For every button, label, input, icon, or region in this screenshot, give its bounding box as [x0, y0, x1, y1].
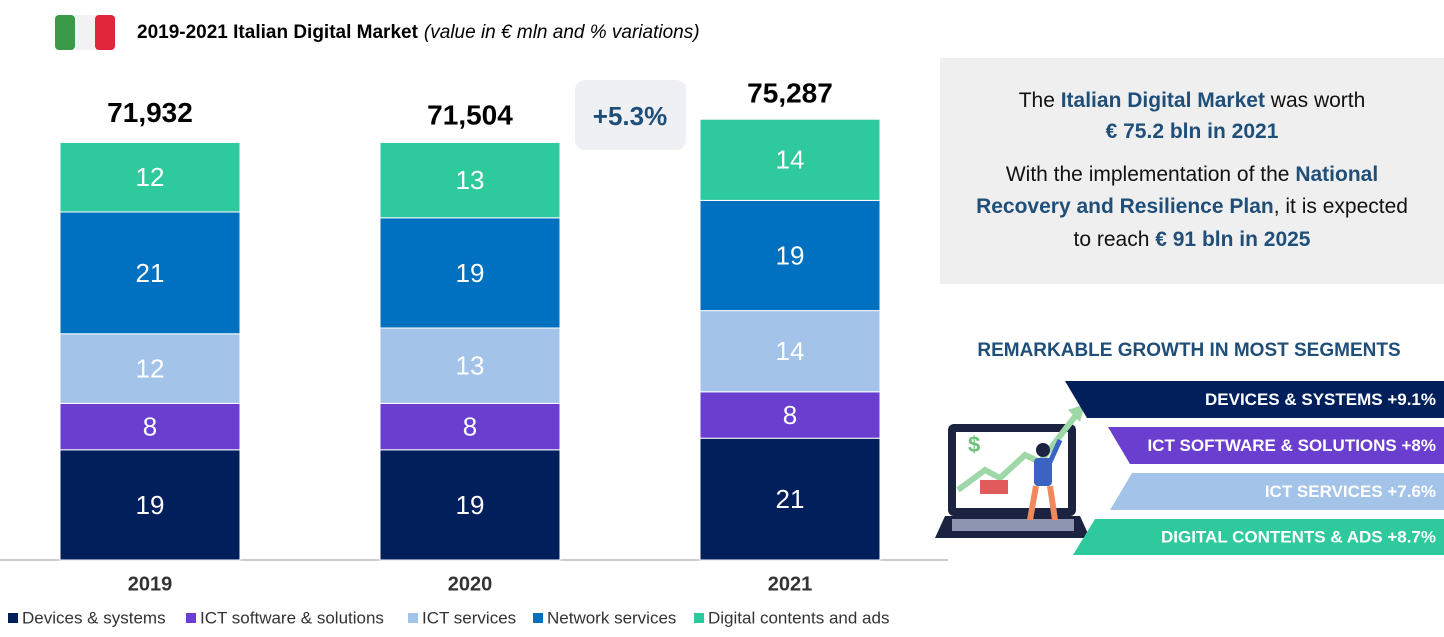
legend-label: Devices & systems — [22, 608, 166, 627]
legend-label: ICT services — [422, 608, 516, 627]
dollar-icon: $ — [968, 432, 980, 457]
panel-line: € 75.2 bln in 2021 — [1106, 120, 1279, 143]
growth-heading: REMARKABLE GROWTH IN MOST SEGMENTS — [977, 340, 1400, 361]
change-label: +5.3% — [593, 101, 667, 131]
segment-label: 19 — [136, 490, 165, 520]
panel-text: to reach — [1074, 228, 1156, 251]
segment-label: 19 — [776, 240, 805, 270]
panel-line: With the implementation of the National — [1006, 163, 1378, 186]
legend-label: ICT software & solutions — [200, 608, 384, 627]
x-tick-label: 2019 — [128, 573, 173, 595]
segment-label: 12 — [136, 353, 165, 383]
legend-swatch — [186, 613, 196, 623]
bar-segment — [699, 310, 881, 393]
title: 2019-2021 Italian Digital Market (value i… — [137, 22, 700, 43]
person-body — [1034, 458, 1052, 486]
person-leg — [1047, 485, 1058, 521]
segment-label: 14 — [776, 145, 805, 175]
bar-segment — [379, 402, 561, 451]
panel-text: National — [1295, 163, 1378, 186]
panel-text: The — [1019, 89, 1061, 112]
panel-text: € 91 bln in 2025 — [1155, 228, 1311, 251]
title-note: (value in € mln and % variations) — [424, 22, 700, 43]
segment-label: 13 — [456, 165, 485, 195]
arrow-head — [1068, 404, 1085, 422]
legend-swatch — [694, 613, 704, 623]
growth-band — [1110, 473, 1444, 510]
growth-label: DIGITAL CONTENTS & ADS +8.7% — [1161, 527, 1436, 546]
segment-label: 8 — [143, 411, 157, 441]
person-head — [1036, 443, 1050, 457]
segment-label: 12 — [136, 162, 165, 192]
segment-label: 19 — [456, 258, 485, 288]
flag-green — [55, 15, 75, 50]
legend-swatch — [408, 613, 418, 623]
x-tick-label: 2021 — [768, 573, 813, 595]
total-label: 75,287 — [747, 78, 833, 109]
bar-segment — [59, 402, 241, 451]
x-tick-label: 2020 — [448, 573, 493, 595]
laptop-illustration: $ — [935, 404, 1090, 538]
growth-label: ICT SOFTWARE & SOLUTIONS +8% — [1147, 436, 1436, 455]
bar-segment — [699, 437, 881, 561]
keyboard — [952, 519, 1074, 531]
flag — [55, 15, 115, 50]
panel-line: The Italian Digital Market was worth — [1019, 89, 1366, 112]
panel-text: , it is expected — [1274, 195, 1408, 218]
segment-label: 19 — [456, 490, 485, 520]
bar-segment — [379, 327, 561, 404]
growth-label: DEVICES & SYSTEMS +9.1% — [1205, 390, 1436, 409]
panel-text: With the implementation of the — [1006, 163, 1295, 186]
segment-label: 8 — [783, 400, 797, 430]
segment-label: 21 — [136, 258, 165, 288]
total-label: 71,504 — [427, 100, 513, 131]
panel-line: to reach € 91 bln in 2025 — [1074, 228, 1311, 251]
panel-text: Italian Digital Market — [1061, 89, 1265, 112]
info-panel — [940, 58, 1444, 284]
bar-segment — [379, 217, 561, 329]
growth-band — [1073, 519, 1444, 555]
legend-label: Network services — [547, 608, 676, 627]
growth-label: ICT SERVICES +7.6% — [1265, 482, 1436, 501]
segment-label: 21 — [776, 484, 805, 514]
panel-text: Recovery and Resilience Plan — [976, 195, 1274, 218]
segment-label: 8 — [463, 411, 477, 441]
segment-label: 14 — [776, 336, 805, 366]
bar-segment — [699, 391, 881, 439]
legend-swatch — [8, 613, 18, 623]
person-arm — [1047, 438, 1063, 464]
bar-segment — [379, 449, 561, 561]
growth-band — [1108, 427, 1444, 464]
title-main: 2019-2021 Italian Digital Market — [137, 22, 419, 43]
flag-red — [95, 15, 115, 50]
panel-text: € 75.2 bln in 2021 — [1106, 120, 1279, 143]
segment-label: 13 — [456, 351, 485, 381]
bar-segment — [59, 141, 241, 213]
total-label: 71,932 — [107, 97, 193, 128]
growth-band — [1065, 381, 1444, 418]
person-leg — [1027, 485, 1039, 521]
panel-line: Recovery and Resilience Plan, it is expe… — [976, 195, 1408, 218]
doc-icon — [980, 480, 1008, 494]
flag-white — [75, 15, 95, 50]
bar-segment — [699, 118, 881, 201]
legend-swatch — [533, 613, 543, 623]
legend-label: Digital contents and ads — [708, 608, 889, 627]
bar-segment — [699, 199, 881, 312]
bar-segment — [59, 211, 241, 335]
change-badge — [575, 80, 686, 150]
bar-segment — [59, 333, 241, 404]
panel-text: was worth — [1265, 89, 1365, 112]
bar-segment — [379, 141, 561, 219]
bar-segment — [59, 449, 241, 561]
